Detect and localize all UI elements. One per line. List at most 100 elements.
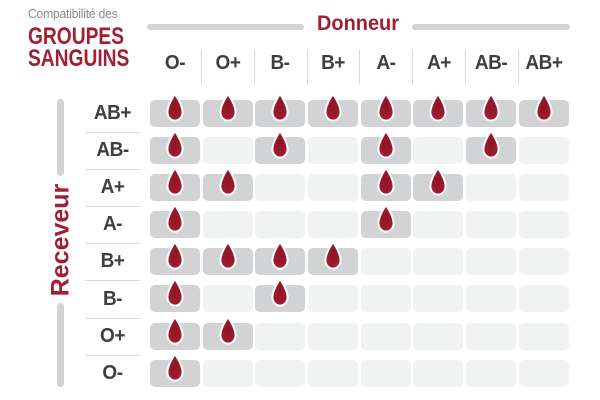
cell-AB+-from-A--compatible [360,93,411,127]
cell-B+-from-B--compatible [255,241,306,276]
chart-title: Compatibilité des GROUPES SANGUINS [28,6,155,72]
donor-header-bar-right [412,24,570,30]
cell-B--from-AB--incompatible [466,285,517,313]
blood-drop-icon [377,93,395,122]
cell-B+-from-A+-incompatible [413,248,464,276]
cell-B--from-A--incompatible [360,285,411,313]
cell-A--from-B--incompatible [255,211,306,239]
donor-col-label-B-: B- [270,52,291,74]
title-line-2: SANGUINS [28,45,130,72]
blood-drop-icon [377,130,395,159]
blood-drop-icon [166,315,184,345]
cell-A--from-AB--incompatible [466,211,517,239]
compatibility-matrix [150,93,569,387]
blood-drop-icon [219,315,237,345]
blood-drop-icon [377,167,395,196]
title-kicker: Compatibilité des [28,6,118,21]
cell-AB--from-A+-incompatible [413,137,464,165]
blood-drop-icon [166,167,184,196]
cell-O--from-AB+-incompatible [518,359,569,387]
cell-A+-from-B--incompatible [255,174,306,202]
cell-O+-from-A--incompatible [360,322,411,350]
column-separator [517,50,519,84]
cell-A+-from-AB+-incompatible [518,174,569,202]
donor-col-label-O+: O+ [215,52,241,74]
cell-AB+-from-O+-compatible [202,93,253,127]
cell-B+-from-O--compatible [150,241,200,276]
cell-B+-from-B+-compatible [308,241,359,276]
row-separator [85,206,140,208]
blood-drop-icon [219,93,237,122]
blood-drop-icon [219,167,237,196]
receiver-row-label-AB+: AB+ [93,102,132,124]
blood-drop-icon [166,352,184,382]
cell-AB+-from-AB+-compatible [518,93,569,127]
receiver-row-label-A-: A- [102,213,123,236]
blood-drop-icon [271,241,289,270]
blood-drop-icon [271,93,289,122]
cell-B+-from-AB+-incompatible [518,248,569,276]
cell-O--from-B+-incompatible [308,359,359,387]
blood-drop-icon [324,93,342,122]
receiver-row-label-B+: B+ [100,250,125,273]
cell-A--from-B+-incompatible [308,211,359,239]
receiver-row-label-B-: B- [102,287,123,310]
blood-drop-icon [429,93,448,122]
cell-AB--from-A--compatible [360,130,411,165]
cell-B--from-AB+-incompatible [518,285,569,313]
cell-A--from-AB+-incompatible [518,211,569,239]
cell-AB+-from-A+-compatible [413,93,464,127]
cell-A+-from-A+-compatible [413,167,464,202]
column-separator [464,50,466,84]
receiver-row-label-O+: O+ [100,324,125,347]
donor-col-label-AB+: AB+ [525,52,563,74]
cell-O--from-A+-incompatible [413,359,464,387]
column-separator [412,50,414,84]
donor-col-label-A-: A- [376,52,396,74]
cell-A+-from-B+-incompatible [308,174,359,202]
donor-header-bar-left [147,24,304,30]
cell-A--from-O+-incompatible [202,211,253,239]
cell-AB--from-B--compatible [255,130,306,165]
cell-B--from-A+-incompatible [413,285,464,313]
cell-O+-from-B--incompatible [255,322,306,350]
cell-B--from-B--compatible [255,278,306,313]
cell-B+-from-A--incompatible [360,248,411,276]
row-separator [85,132,140,133]
blood-drop-icon [166,278,184,308]
cell-AB--from-O+-incompatible [202,137,253,165]
row-separator [85,280,140,282]
cell-A--from-O--compatible [150,204,200,239]
blood-drop-icon [166,93,184,122]
cell-O--from-O+-incompatible [202,359,253,387]
receiver-side-bar-top [57,99,64,176]
blood-drop-icon [535,93,553,122]
cell-B--from-O--compatible [150,278,200,313]
receiver-row-label-O-: O- [102,361,123,384]
donor-col-label-AB-: AB- [475,52,508,74]
cell-A+-from-AB--incompatible [466,174,517,202]
blood-drop-icon [429,167,448,196]
receiver-axis-title: Receveur [46,183,75,297]
row-separator [85,317,140,319]
cell-O+-from-AB--incompatible [466,322,517,350]
cell-O+-from-O--compatible [150,315,200,350]
cell-A+-from-O--compatible [150,167,200,202]
cell-O+-from-A+-incompatible [413,322,464,350]
receiver-row-label-AB-: AB- [96,139,129,162]
cell-B--from-O+-incompatible [202,285,253,313]
receiver-row-label-A+: A+ [100,176,125,199]
cell-AB+-from-O--compatible [150,93,200,127]
column-separator [359,50,361,84]
blood-drop-icon [377,204,395,233]
blood-drop-icon [219,241,237,270]
blood-drop-icon [482,93,500,122]
column-separator [306,50,308,84]
donor-axis-title: Donneur [316,12,399,35]
blood-drop-icon [166,241,184,270]
cell-AB--from-B+-incompatible [308,137,359,165]
cell-O+-from-AB+-incompatible [518,322,569,350]
cell-A--from-A+-incompatible [413,211,464,239]
row-separator [85,169,140,171]
